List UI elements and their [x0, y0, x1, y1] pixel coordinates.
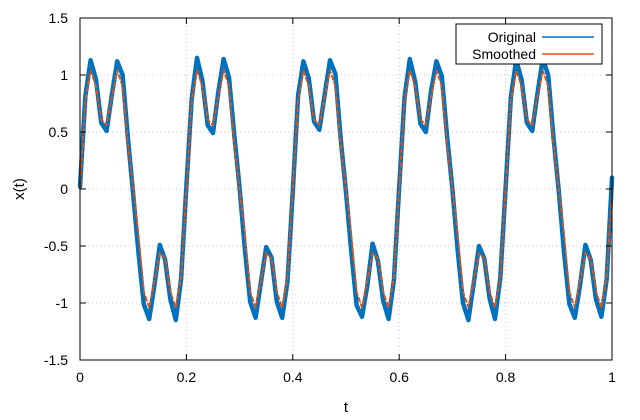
y-tick-label: -0.5 [44, 238, 68, 254]
x-tick-label: 0 [76, 369, 84, 385]
series-line-smoothed [79, 69, 613, 309]
ticks: 0 0.2 0.4 0.6 0.8 1 -1.5 -1 -0.5 0 0.5 1 1.5 [44, 10, 616, 385]
y-tick-label: -1.5 [44, 352, 68, 368]
y-tick-label: 1 [60, 67, 68, 83]
y-tick-label: 0 [60, 181, 68, 197]
y-axis-label: x(t) [11, 178, 28, 200]
series-layer [77, 55, 615, 323]
legend-box [455, 23, 603, 65]
y-tick-label: 1.5 [49, 10, 69, 26]
x-tick-label: 0.8 [496, 369, 516, 385]
x-tick-label: 0.6 [389, 369, 409, 385]
x-tick-label: 1 [608, 369, 616, 385]
y-tick-label: -1 [56, 295, 69, 311]
x-axis-label: t [344, 399, 349, 416]
grid [80, 18, 612, 360]
x-tick-label: 0.2 [177, 369, 197, 385]
y-tick-label: 0.5 [49, 124, 69, 140]
legend-label: Smoothed [472, 46, 536, 62]
x-tick-label: 0.4 [283, 369, 303, 385]
legend-label: Original [488, 29, 536, 45]
